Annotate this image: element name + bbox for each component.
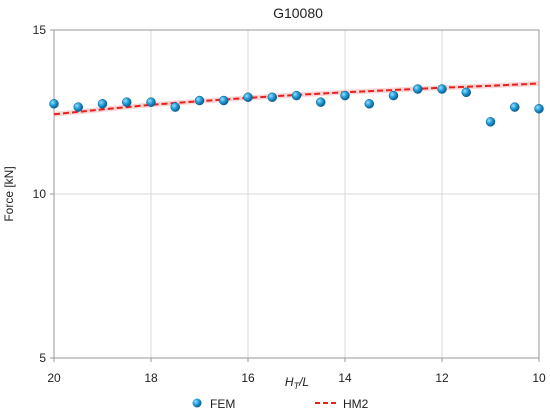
x-axis-label-rest: /L — [298, 375, 309, 389]
y-tick-labels: 5 10 15 — [33, 23, 47, 365]
series-fem — [49, 84, 544, 127]
legend-marker-fem — [192, 398, 202, 408]
legend-label-hm2: HM2 — [343, 397, 369, 411]
fem-point — [510, 102, 520, 112]
x-tick-label: 12 — [435, 371, 449, 385]
fem-point — [364, 99, 374, 109]
x-tick-labels: 20 18 16 14 12 10 — [47, 371, 546, 385]
fem-point — [267, 92, 277, 102]
x-tick-label: 14 — [338, 371, 352, 385]
fem-point — [461, 87, 471, 98]
y-tick-label: 10 — [33, 187, 47, 201]
fem-point — [291, 90, 302, 101]
fem-point — [485, 117, 496, 127]
x-tick-label: 16 — [241, 371, 255, 385]
axes — [53, 29, 540, 359]
fem-point — [194, 95, 205, 106]
x-tick-label: 18 — [144, 371, 158, 385]
fem-point — [340, 90, 350, 101]
fem-point — [437, 84, 447, 94]
y-tick-label: 5 — [39, 351, 46, 365]
fem-point — [534, 103, 544, 114]
fem-point — [73, 102, 83, 112]
x-axis-label: HT/L — [285, 375, 309, 391]
y-axis-label: Force [kN] — [2, 166, 16, 221]
fem-point — [146, 97, 156, 107]
x-axis-label-sub: T — [294, 381, 301, 391]
fem-point — [122, 97, 132, 107]
x-tick-label: 10 — [532, 371, 546, 385]
fem-point — [243, 92, 253, 102]
fem-point — [97, 99, 108, 109]
fem-point — [388, 90, 399, 101]
y-tick-label: 15 — [33, 23, 47, 37]
grid — [50, 29, 540, 362]
legend: FEM HM2 — [192, 397, 369, 411]
chart-title: G10080 — [273, 5, 323, 21]
fem-point — [413, 84, 423, 94]
fem-point — [316, 97, 326, 107]
legend-label-fem: FEM — [210, 397, 235, 411]
plot-frame — [53, 29, 540, 359]
fem-point — [170, 102, 180, 112]
x-tick-label: 20 — [47, 371, 61, 385]
fem-point — [219, 95, 229, 106]
fem-point — [49, 99, 59, 109]
x-axis-label-main: H — [285, 375, 294, 389]
